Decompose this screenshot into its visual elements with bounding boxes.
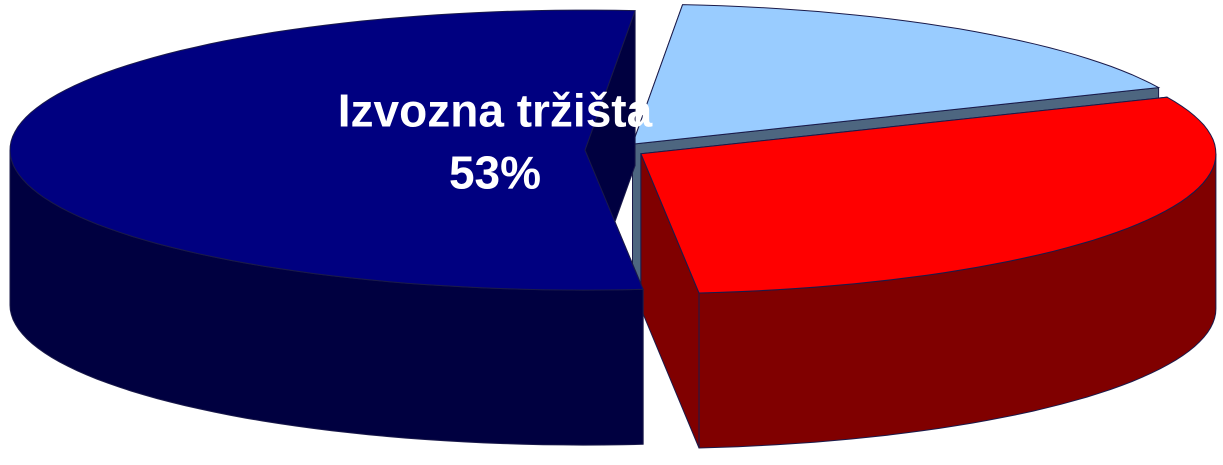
- slice-top: [631, 4, 1161, 145]
- slice-top: [9, 9, 644, 291]
- slice-value-label: 53%: [449, 147, 541, 199]
- slice-top: [640, 96, 1217, 294]
- slice-label: Izvozna tržišta: [338, 85, 653, 137]
